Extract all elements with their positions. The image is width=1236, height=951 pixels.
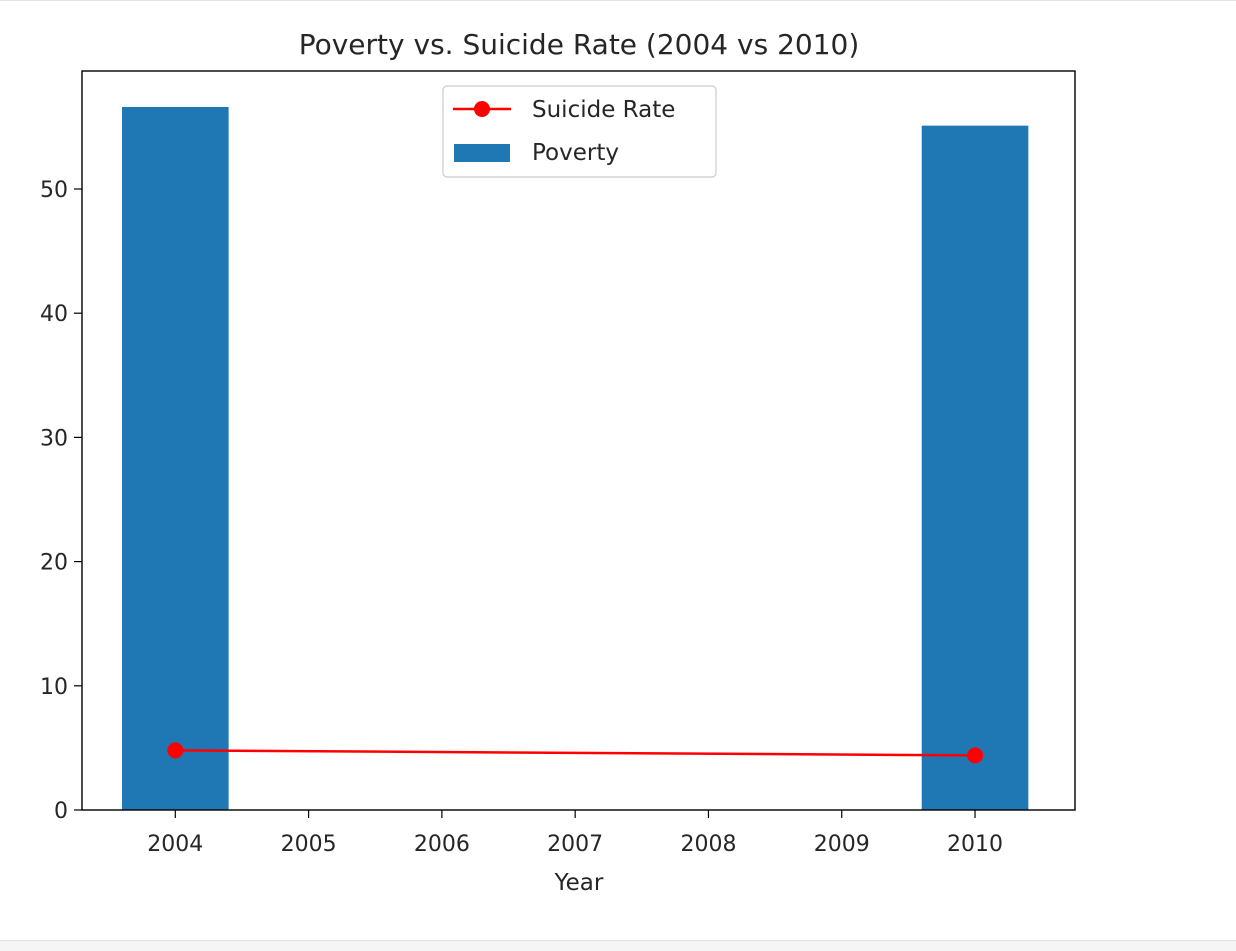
legend: Suicide Rate Poverty <box>442 85 717 178</box>
bar-poverty-2004 <box>121 107 229 810</box>
y-tick-label-10: 10 <box>40 675 68 700</box>
y-tick-label-30: 30 <box>40 426 68 451</box>
point-suicide-rate-2004 <box>167 742 184 759</box>
x-tick-label-2009: 2009 <box>814 832 870 857</box>
legend-poverty-patch <box>454 144 510 162</box>
y-tick-label-50: 50 <box>40 178 68 203</box>
y-tick-label-20: 20 <box>40 551 68 576</box>
bottom-cell-strip <box>0 940 1236 951</box>
x-tick-label-2010: 2010 <box>947 832 1003 857</box>
x-tick-label-2004: 2004 <box>147 832 203 857</box>
x-tick-label-2007: 2007 <box>547 832 603 857</box>
top-border <box>0 0 1236 1</box>
plot-frame <box>81 70 1076 811</box>
x-tick-label-2008: 2008 <box>680 832 736 857</box>
y-tick-label-40: 40 <box>40 302 68 327</box>
line-suicide-rate <box>175 749 976 757</box>
line-series-group <box>167 742 984 764</box>
chart-title: Poverty vs. Suicide Rate (2004 vs 2010) <box>299 28 860 61</box>
legend-suicide-rate-marker <box>474 101 490 117</box>
legend-suicide-rate-label: Suicide Rate <box>532 97 675 123</box>
x-axis-ticks: 2004 2005 2006 2007 2008 2009 2010 <box>147 810 1003 857</box>
x-axis-label: Year <box>554 870 604 896</box>
y-axis-ticks: 0 10 20 30 40 50 <box>40 178 82 824</box>
x-tick-label-2005: 2005 <box>281 832 337 857</box>
legend-box <box>442 85 717 178</box>
bars-group <box>121 107 1029 810</box>
point-suicide-rate-2010 <box>967 747 984 764</box>
legend-poverty-label: Poverty <box>532 140 619 166</box>
y-tick-label-0: 0 <box>54 799 68 824</box>
x-tick-label-2006: 2006 <box>414 832 470 857</box>
bar-poverty-2010 <box>921 125 1029 810</box>
